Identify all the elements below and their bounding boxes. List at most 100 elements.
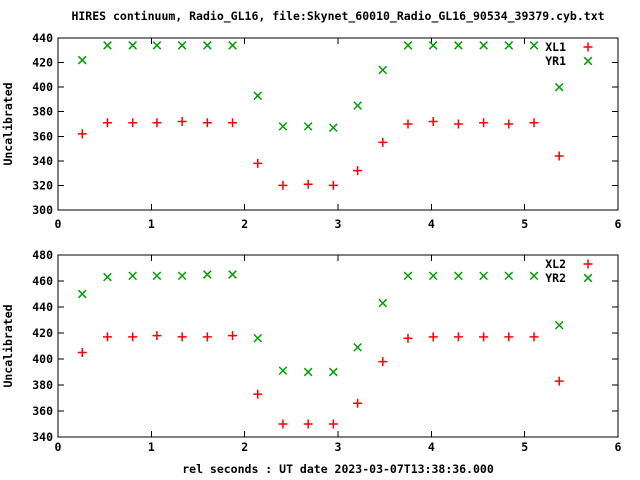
data-point-XL2 (253, 389, 263, 399)
data-point-XL1 (529, 118, 539, 128)
y-tick-label: 340 (32, 430, 53, 444)
legend-entry-YR2: YR2 (545, 271, 593, 285)
data-point-YR2 (128, 271, 137, 281)
data-point-YR1 (529, 41, 539, 50)
data-point-XL1 (303, 179, 313, 189)
data-point-YR2 (177, 271, 187, 281)
panel-2: 0 1 2 3 4 5 6 340 360 380 400 420 440 460 480 Uncalibra… (1, 248, 622, 454)
y-tick-label: 480 (32, 248, 53, 262)
data-point-YR1 (177, 41, 187, 50)
data-point-XL1 (128, 118, 138, 128)
y-tick-label: 360 (32, 129, 53, 143)
data-point-YR2 (403, 271, 413, 281)
data-point-YR1 (329, 123, 338, 133)
chart-title: HIRES continuum, Radio_GL16, file:Skynet… (71, 9, 604, 24)
data-point-YR1 (303, 122, 313, 131)
x-axis-label: rel seconds : UT date 2023-03-07T13:38:3… (182, 462, 494, 476)
data-point-XL2 (554, 376, 564, 386)
data-point-XL1 (428, 117, 438, 127)
data-point-XL1 (202, 118, 212, 128)
legend-label: XL2 (545, 257, 566, 271)
data-point-XL2 (102, 332, 112, 342)
data-point-YR2 (454, 271, 463, 281)
data-point-YR2 (152, 271, 162, 281)
x-tick-label: 1 (148, 217, 155, 231)
data-point-YR1 (152, 41, 162, 50)
series-XL1-points (77, 117, 564, 190)
legend-marker-XL2 (583, 259, 593, 269)
data-point-XL1 (177, 117, 187, 127)
data-point-XL1 (77, 129, 87, 139)
data-point-YR2 (554, 320, 564, 330)
x-tick-label: 5 (521, 217, 528, 231)
data-point-YR2 (203, 270, 212, 279)
data-point-XL2 (77, 348, 87, 357)
data-point-YR2 (479, 271, 488, 281)
data-point-XL2 (202, 332, 212, 342)
panel-2-frame (57, 254, 619, 438)
data-point-YR2 (353, 342, 362, 352)
x-tick-label: 6 (615, 440, 622, 454)
y-tick-label: 380 (32, 378, 53, 392)
x-tick-label: 2 (241, 440, 248, 454)
data-point-XL2 (353, 398, 363, 408)
data-point-XL1 (504, 119, 514, 129)
data-point-XL1 (228, 118, 238, 128)
data-point-XL1 (152, 118, 162, 128)
x-tick-label: 0 (55, 440, 62, 454)
data-point-XL2 (177, 332, 187, 342)
data-point-XL1 (554, 151, 564, 161)
data-point-YR2 (428, 271, 438, 281)
data-point-XL2 (328, 419, 338, 429)
data-point-YR2 (378, 298, 388, 308)
data-point-YR1 (253, 91, 263, 101)
data-point-YR2 (303, 367, 313, 377)
legend-entry-YR1: YR1 (545, 54, 593, 68)
y-axis-label: Uncalibrated (1, 82, 15, 165)
x-tick-label: 1 (148, 440, 155, 454)
data-point-YR1 (103, 41, 112, 50)
panel-1: 0 1 2 3 4 5 6 300 320 340 360 380 400 420 440 Uncalibra… (1, 31, 622, 231)
data-point-YR1 (77, 55, 87, 65)
data-point-YR1 (428, 41, 438, 50)
data-point-XL1 (378, 137, 388, 147)
data-point-YR1 (228, 41, 237, 50)
data-point-YR2 (278, 366, 288, 376)
data-point-YR1 (554, 82, 564, 92)
y-tick-label: 360 (32, 404, 53, 418)
series-XL2-points (77, 331, 564, 429)
data-point-YR1 (278, 122, 288, 131)
y-tick-label: 400 (32, 352, 53, 366)
data-point-XL1 (479, 118, 489, 128)
data-point-YR2 (77, 289, 87, 299)
data-point-XL1 (353, 166, 363, 176)
data-point-XL1 (278, 180, 288, 190)
data-point-XL1 (403, 119, 413, 129)
y-tick-label: 420 (32, 56, 53, 70)
y-axis-label: Uncalibrated (1, 304, 15, 387)
x-tick-label: 3 (335, 217, 342, 231)
y-tick-label: 340 (32, 154, 53, 168)
legend-entry-XL2: XL2 (545, 257, 593, 271)
data-point-YR1 (403, 41, 413, 50)
chart-panels: 0 1 2 3 4 5 6 300 320 340 360 380 400 420 440 Uncalibra… (1, 31, 622, 454)
data-point-YR2 (529, 271, 539, 281)
data-point-YR2 (504, 271, 514, 281)
x-tick-label: 3 (335, 440, 342, 454)
data-point-XL2 (428, 332, 438, 342)
x-tick-label: 5 (521, 440, 528, 454)
data-point-YR1 (378, 65, 388, 75)
data-point-XL2 (479, 332, 489, 342)
data-point-YR1 (353, 101, 362, 110)
data-point-YR2 (253, 333, 263, 343)
y-tick-label: 380 (32, 105, 53, 119)
y-tick-label: 440 (32, 300, 53, 314)
data-point-XL2 (453, 332, 463, 342)
data-point-XL2 (152, 331, 162, 341)
y-tick-label: 300 (32, 203, 53, 217)
y-tick-label: 320 (32, 178, 53, 192)
y-tick-label: 420 (32, 326, 53, 340)
x-tick-label: 4 (428, 440, 435, 454)
